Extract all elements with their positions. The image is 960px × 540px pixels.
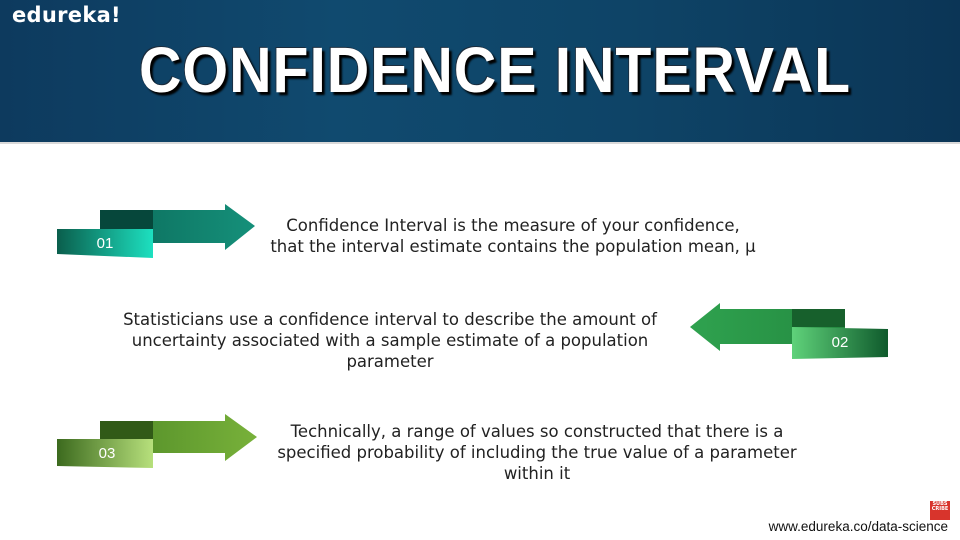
item-description: Statisticians use a confidence interval … (123, 310, 657, 371)
footer-url[interactable]: www.edureka.co/data-science (768, 519, 948, 534)
item-number: 02 (831, 333, 849, 351)
title-banner: edureka! CONFIDENCE INTERVAL (0, 0, 960, 144)
arrow-right-icon (57, 204, 255, 258)
item-description: Technically, a range of values so constr… (277, 422, 797, 483)
arrow-right-icon (57, 414, 257, 468)
item-description: Confidence Interval is the measure of yo… (270, 216, 756, 256)
item-number: 01 (96, 234, 114, 252)
subscribe-badge[interactable]: SUBS CRIBE (930, 501, 950, 520)
item-number: 03 (98, 444, 116, 462)
edureka-logo[interactable]: edureka! (12, 3, 121, 27)
arrow-left-icon (690, 303, 888, 359)
page-title: CONFIDENCE INTERVAL (138, 34, 852, 106)
